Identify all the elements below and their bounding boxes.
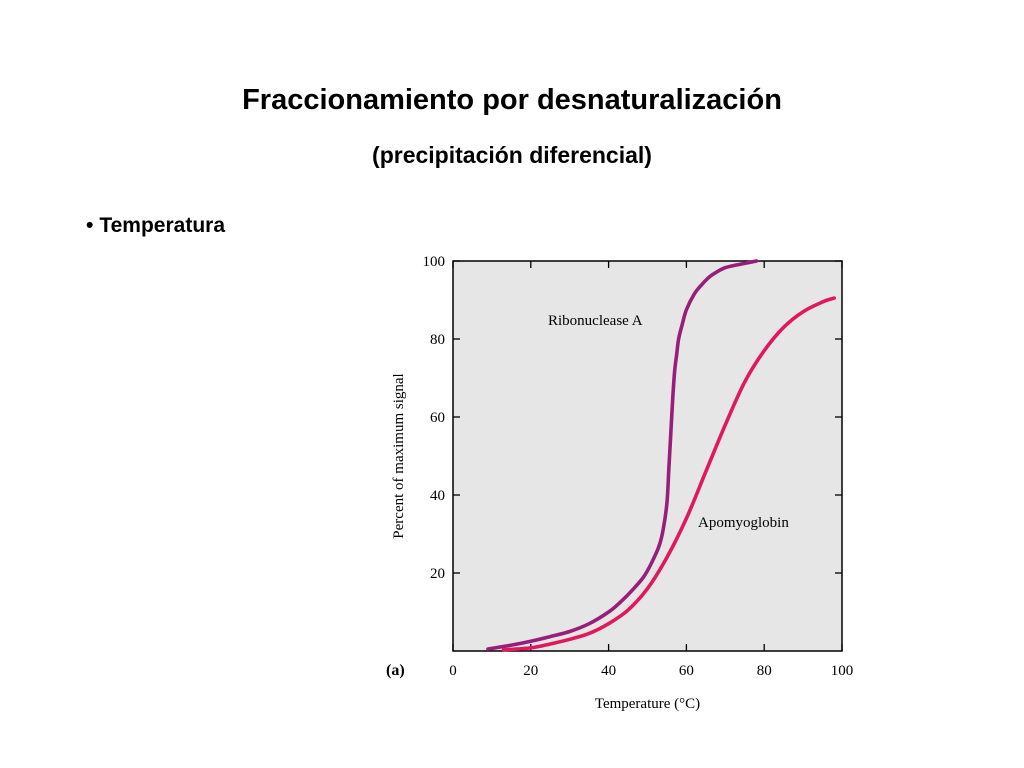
y-tick-label: 100 — [423, 254, 446, 270]
chart-series — [486, 259, 837, 652]
y-tick-label: 80 — [430, 332, 445, 348]
x-tick-label: 80 — [757, 663, 772, 679]
bullet-item: • Temperatura — [86, 214, 225, 238]
y-axis-title: Percent of maximum signal — [391, 373, 407, 538]
slide-subtitle: (precipitación diferencial) — [372, 142, 652, 168]
x-axis-title: Temperature (°C) — [595, 696, 700, 712]
x-tick-label: 40 — [601, 663, 616, 679]
bullet-text: Temperatura — [99, 214, 226, 237]
y-tick-label: 40 — [430, 488, 445, 504]
axis-ticks — [452, 260, 843, 651]
y-tick-label: 60 — [430, 410, 445, 426]
plot-area — [452, 260, 843, 652]
bullet-marker: • — [86, 214, 94, 237]
x-tick-label: 20 — [523, 663, 538, 679]
panel-label: (a) — [386, 662, 405, 679]
slide-title: Fraccionamiento por desnaturalización — [242, 84, 782, 116]
x-tick-label: 60 — [679, 663, 694, 679]
series-label-ribonuclease-a: Ribonuclease A — [548, 313, 643, 329]
series-line-ribonuclease-a — [486, 259, 759, 651]
x-tick-label: 100 — [831, 663, 854, 679]
y-tick-label: 20 — [430, 566, 445, 582]
chart-labels: 0 20 40 60 80 100 20 40 60 80 100 Ribonuclease A Apo… — [386, 254, 853, 712]
x-tick-label: 0 — [449, 663, 457, 679]
series-label-apomyoglobin: Apomyoglobin — [698, 515, 789, 531]
series-line-apomyoglobin — [501, 296, 837, 652]
